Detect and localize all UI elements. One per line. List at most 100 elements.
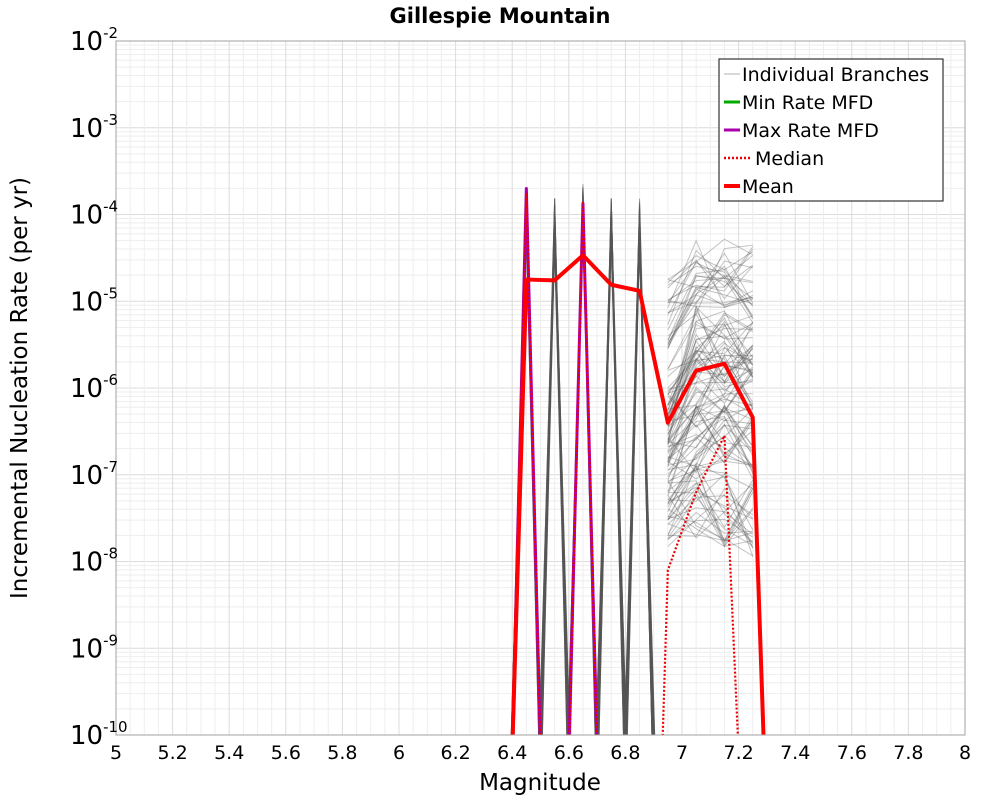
branch-curve bbox=[667, 306, 754, 445]
branch-curve bbox=[667, 405, 754, 462]
branch-curve bbox=[667, 262, 754, 316]
branch-curve bbox=[667, 321, 754, 378]
branch-curve bbox=[667, 423, 754, 484]
branch-curve bbox=[667, 409, 753, 469]
x-tick-label: 6.4 bbox=[497, 742, 527, 764]
branch-curve bbox=[667, 346, 754, 441]
branch-curve bbox=[667, 340, 754, 468]
legend-label: Individual Branches bbox=[742, 64, 929, 86]
x-tick-label: 7.8 bbox=[893, 742, 923, 764]
x-tick-label: 6 bbox=[393, 742, 405, 764]
branch-curve bbox=[667, 274, 753, 345]
branch-curve bbox=[596, 198, 626, 735]
branch-curve bbox=[667, 279, 753, 305]
branch-curve bbox=[667, 416, 754, 478]
branch-curve bbox=[667, 495, 754, 539]
branch-curve bbox=[667, 238, 753, 316]
branch-curve bbox=[667, 407, 754, 448]
branch-curve bbox=[667, 303, 753, 422]
branch-curve bbox=[667, 335, 754, 427]
branch-curve bbox=[667, 496, 754, 546]
x-tick-label: 7 bbox=[676, 742, 688, 764]
branch-curve bbox=[667, 310, 754, 370]
branch-curve bbox=[667, 487, 754, 537]
legend-entry: Max Rate MFD bbox=[724, 120, 879, 142]
x-tick-label: 6.2 bbox=[440, 742, 470, 764]
branch-curve bbox=[541, 204, 570, 735]
branch-curve bbox=[667, 254, 754, 302]
y-tick-label: 10-10 bbox=[70, 718, 128, 751]
x-tick-label: 5.4 bbox=[214, 742, 244, 764]
branch-curve bbox=[667, 294, 753, 349]
branch-curve bbox=[667, 424, 754, 513]
branch-curve bbox=[667, 405, 754, 449]
series-layer bbox=[510, 186, 766, 735]
branch-curve bbox=[667, 269, 754, 331]
y-tick-label: 10-4 bbox=[70, 198, 118, 231]
branch-curve bbox=[667, 465, 754, 543]
branch-curve bbox=[667, 248, 754, 301]
branch-curve bbox=[667, 410, 754, 471]
branch-curve bbox=[667, 460, 753, 492]
x-axis-label: Magnitude bbox=[479, 770, 601, 796]
branch-curve bbox=[667, 317, 754, 396]
branch-curve bbox=[667, 358, 754, 415]
branch-curve bbox=[667, 419, 753, 504]
branch-curve bbox=[667, 490, 753, 535]
branch-curve bbox=[667, 483, 754, 520]
branch-curve bbox=[667, 463, 754, 544]
branch-curve bbox=[667, 346, 754, 422]
branch-curve bbox=[667, 349, 753, 415]
branch-curve bbox=[667, 354, 753, 427]
branch-curve bbox=[667, 417, 754, 464]
branch-curve bbox=[667, 274, 754, 341]
legend-label: Median bbox=[755, 148, 824, 170]
x-tick-label: 8 bbox=[959, 742, 971, 764]
branch-curve bbox=[667, 265, 754, 348]
branch-curve bbox=[667, 403, 754, 471]
branch-curve bbox=[667, 275, 754, 314]
legend-box bbox=[718, 58, 944, 202]
branch-curve bbox=[667, 328, 753, 443]
branch-curve bbox=[667, 487, 754, 543]
branch-curve bbox=[625, 201, 654, 735]
branch-curve bbox=[667, 296, 753, 343]
branch-curve bbox=[667, 388, 753, 452]
branch-curve bbox=[667, 491, 754, 548]
legend-entry: Median bbox=[724, 148, 824, 170]
branch-curve bbox=[667, 508, 753, 547]
y-tick-label: 10-2 bbox=[70, 24, 118, 57]
x-tick-label: 7.2 bbox=[723, 742, 753, 764]
branch-curve bbox=[667, 406, 753, 481]
branch-curve bbox=[667, 239, 753, 308]
branch-curve bbox=[667, 287, 753, 341]
branch-curve bbox=[667, 312, 754, 422]
branch-curve bbox=[667, 244, 753, 337]
legend: Individual Branches Min Rate MFD Max Rate … bbox=[718, 58, 944, 202]
branch-curve bbox=[667, 315, 753, 435]
y-tick-label: 10-3 bbox=[70, 111, 118, 144]
branch-curve bbox=[667, 415, 754, 469]
branch-curve bbox=[539, 198, 568, 735]
branch-curve bbox=[667, 363, 754, 445]
plot-frame bbox=[115, 40, 966, 736]
y-tick-label: 10-7 bbox=[70, 458, 118, 491]
y-tick-label: 10-9 bbox=[70, 631, 118, 664]
branch-curve bbox=[667, 424, 753, 482]
branch-curve bbox=[667, 398, 753, 443]
branch-curve bbox=[667, 404, 754, 474]
branch-curve bbox=[667, 357, 753, 390]
legend-entry: Min Rate MFD bbox=[724, 92, 873, 114]
x-axis-ticks: 5 5.2 5.4 5.6 5.8 6 6.2 6.4 6.6 6.8 7 7.2 7.4 7.6 7.8 8 bbox=[110, 742, 971, 764]
branch-curve bbox=[667, 480, 753, 542]
y-tick-label: 10-6 bbox=[70, 371, 118, 404]
branch-curve bbox=[667, 298, 753, 308]
branch-curve bbox=[667, 349, 754, 406]
branch-curve bbox=[667, 252, 754, 314]
branch-curve bbox=[667, 265, 754, 320]
x-tick-label: 5 bbox=[110, 742, 122, 764]
x-tick-label: 6.8 bbox=[610, 742, 640, 764]
branch-curve bbox=[667, 348, 754, 414]
chart-title: Gillespie Mountain bbox=[390, 4, 611, 28]
